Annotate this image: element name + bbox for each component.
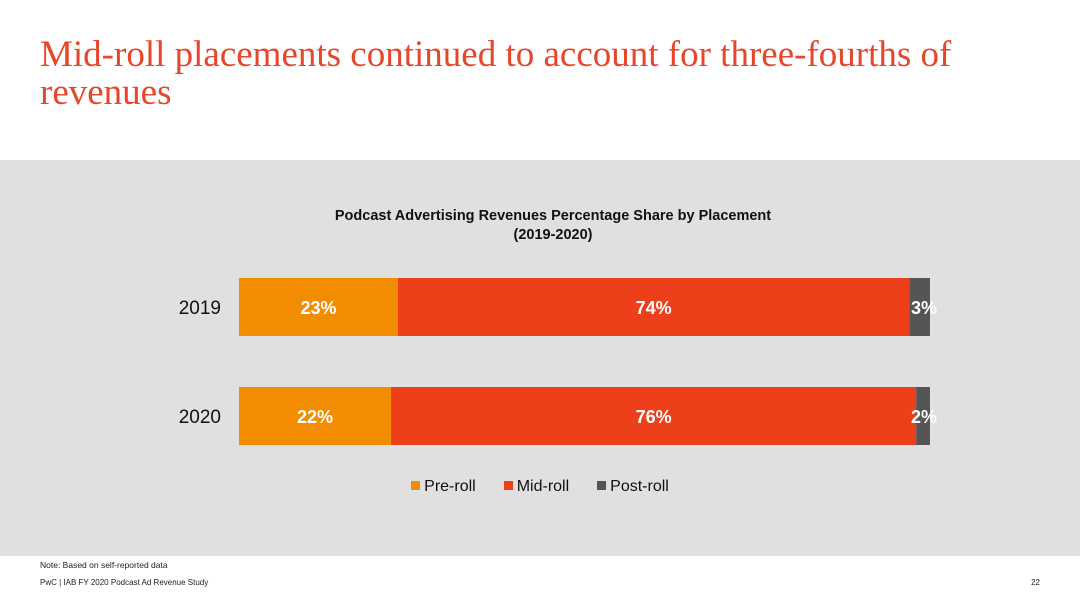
- legend-swatch-post-roll: [597, 481, 607, 490]
- chart-title: Podcast Advertising Revenues Percentage …: [240, 207, 866, 245]
- slide-headline: Mid-roll placements continued to account…: [40, 34, 952, 113]
- stacked-bar-chart: 2019 23% 74% 3% 2020 22% 76% 2%: [179, 278, 937, 445]
- bar-pre-roll-2020: [239, 387, 392, 445]
- chart-legend: Pre-roll Mid-roll Post-roll: [0, 478, 1080, 496]
- data-label-mid-roll-2019: 74%: [636, 298, 672, 318]
- bar-post-roll-2019: [909, 278, 930, 336]
- footnote: Note: Based on self-reported data: [40, 560, 168, 570]
- data-label-mid-roll-2020: 76%: [636, 407, 672, 427]
- footer-source: PwC | IAB FY 2020 Podcast Ad Revenue Stu…: [40, 578, 209, 587]
- bar-mid-roll-2020: [391, 387, 917, 445]
- legend-swatch-pre-roll: [411, 481, 421, 490]
- chart-title-line-1: Podcast Advertising Revenues Percentage …: [334, 208, 772, 224]
- page-number: 22: [1031, 578, 1040, 587]
- legend-label-post-roll: Post-roll: [610, 478, 669, 495]
- bar-pre-roll-2019: [239, 278, 398, 336]
- bar-post-roll-2020: [916, 387, 930, 445]
- chart-title-line-2: (2019-2020): [513, 227, 593, 243]
- data-label-pre-roll-2020: 22%: [297, 407, 333, 427]
- legend-swatch-mid-roll: [503, 481, 513, 490]
- legend-item-mid-roll: Mid-roll: [503, 478, 570, 496]
- category-label-2020: 2020: [179, 407, 221, 428]
- category-label-2019: 2019: [179, 298, 221, 319]
- data-label-post-roll-2019: 3%: [911, 298, 937, 318]
- legend-label-pre-roll: Pre-roll: [424, 478, 476, 495]
- chart-panel: Podcast Advertising Revenues Percentage …: [0, 160, 1080, 556]
- data-label-post-roll-2020: 2%: [911, 407, 937, 427]
- bar-mid-roll-2019: [397, 278, 910, 336]
- legend-item-post-roll: Post-roll: [597, 478, 669, 496]
- legend-item-pre-roll: Pre-roll: [411, 478, 476, 496]
- legend-label-mid-roll: Mid-roll: [516, 478, 570, 495]
- data-label-pre-roll-2019: 23%: [300, 298, 336, 318]
